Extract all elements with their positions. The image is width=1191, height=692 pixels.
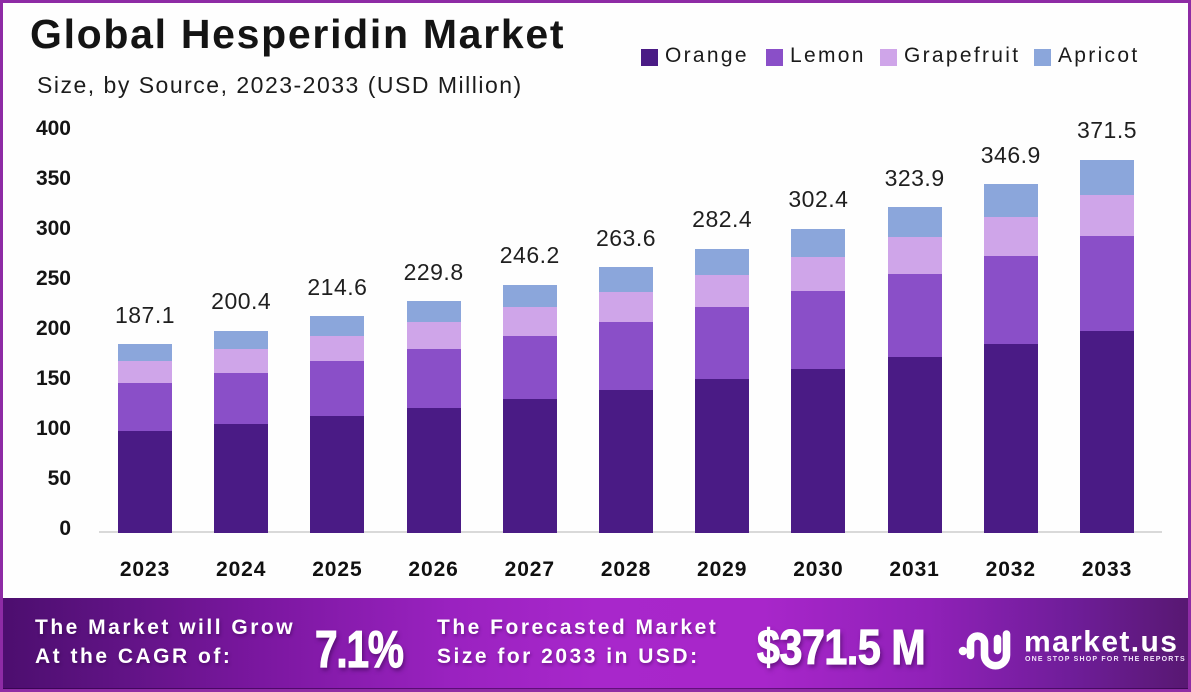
svg-text:market.us: market.us bbox=[1024, 626, 1178, 659]
svg-text:ONE STOP SHOP FOR THE REPORTS: ONE STOP SHOP FOR THE REPORTS bbox=[1025, 656, 1186, 663]
